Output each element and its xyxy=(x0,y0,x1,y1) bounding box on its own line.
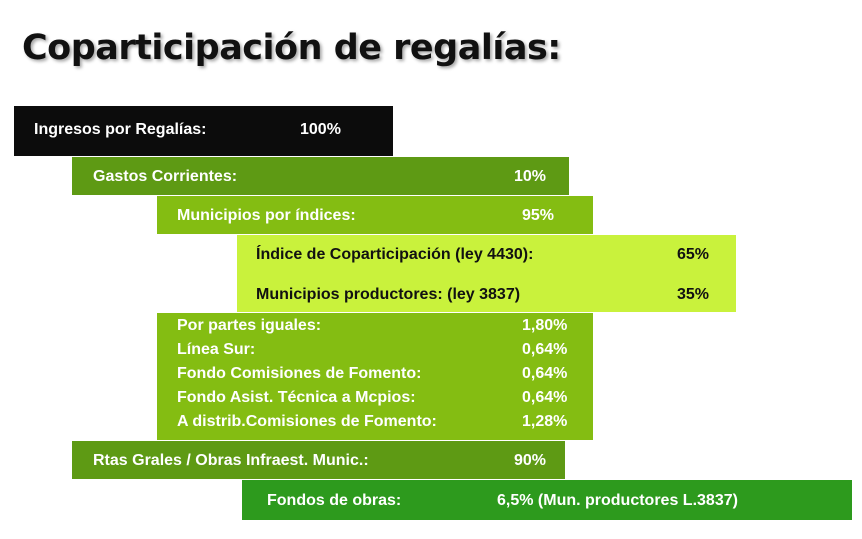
indice-coparticipacion-label: Índice de Coparticipación (ley 4430): xyxy=(256,246,534,263)
rtas-grales-label: Rtas Grales / Obras Infraest. Munic.: xyxy=(93,452,369,469)
page-title: Coparticipación de regalías: xyxy=(22,28,561,68)
gastos-label: Gastos Corrientes: xyxy=(93,168,238,185)
municipios-productores-value: 35% xyxy=(677,286,710,303)
a-distrib-value: 1,28% xyxy=(522,413,568,430)
fondo-asist-label: Fondo Asist. Técnica a Mcpios: xyxy=(177,389,416,406)
linea-sur-value: 0,64% xyxy=(522,341,568,358)
fondo-asist-value: 0,64% xyxy=(522,389,568,406)
indice-coparticipacion-value: 65% xyxy=(677,246,710,263)
municipios-productores-label: Municipios productores: (ley 3837) xyxy=(256,286,521,303)
fondos-obras-box xyxy=(242,480,852,520)
ingresos-value: 100% xyxy=(300,121,341,138)
fondo-comisiones-value: 0,64% xyxy=(522,365,568,382)
municipios-indices-box xyxy=(157,196,593,234)
fondo-comisiones-label: Fondo Comisiones de Fomento: xyxy=(177,365,422,382)
gastos-value: 10% xyxy=(514,168,547,185)
ingresos-box xyxy=(14,106,393,156)
rtas-grales-value: 90% xyxy=(514,452,547,469)
municipios-indices-label: Municipios por índices: xyxy=(177,207,356,224)
fondos-obras-value: 6,5% (Mun. productores L.3837) xyxy=(497,492,738,509)
rtas-grales-box xyxy=(72,441,565,479)
a-distrib-label: A distrib.Comisiones de Fomento: xyxy=(177,413,437,430)
fondos-obras-label: Fondos de obras: xyxy=(267,492,402,509)
linea-sur-label: Línea Sur: xyxy=(177,341,256,358)
partes-iguales-label: Por partes iguales: xyxy=(177,317,322,334)
coparticipacion-box xyxy=(237,235,736,312)
municipios-indices-value: 95% xyxy=(522,207,555,224)
gastos-box xyxy=(72,157,569,195)
partes-iguales-value: 1,80% xyxy=(522,317,568,334)
ingresos-label: Ingresos por Regalías: xyxy=(34,121,207,138)
distribucion-box xyxy=(157,313,593,440)
